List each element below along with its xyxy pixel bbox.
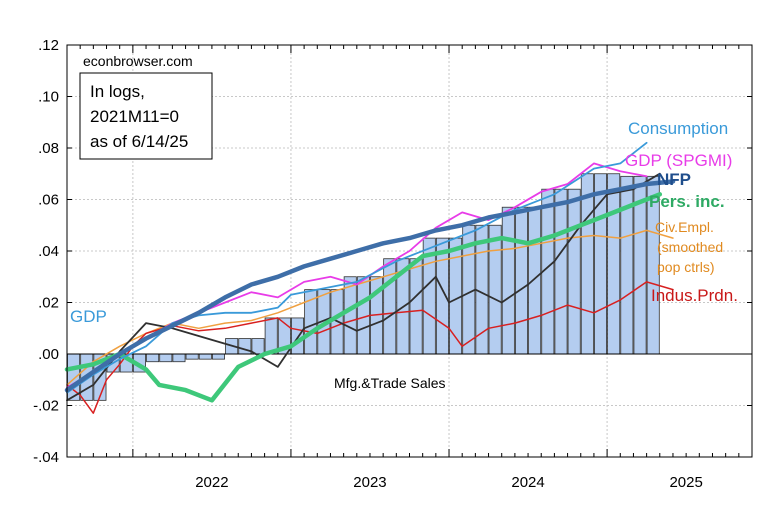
gdp-bar [567,188,581,355]
note-box [79,72,213,160]
y-tick-label: .08 [38,140,59,157]
x-tick-label: 2025 [669,474,702,491]
label-consumption: Consumption [628,119,728,138]
source-label: econbrowser.com [83,53,193,69]
gdp-bar [291,317,305,355]
gdp-bar [146,353,160,363]
label-nfp: NFP [657,170,691,189]
gdp-bar [488,224,502,355]
gdp-bar [172,353,186,363]
series-lines [64,141,676,414]
x-tick-label: 2022 [195,474,228,491]
series-line-consumption [66,141,648,394]
note-line-2: 2021M11=0 [90,107,179,126]
gdp-bar [198,353,212,360]
label-civ-empl-2: (smoothed [657,239,723,255]
gdp-bar [554,188,568,355]
gdp-bar [159,353,173,363]
gdp-bar [528,206,542,355]
y-tick-label: .10 [38,89,59,106]
gdp-bar [185,353,199,360]
label-gdp: GDP [70,307,107,326]
x-tick-label: 2024 [511,474,544,491]
gdp-bar [607,173,621,355]
label-indus-prdn: Indus.Prdn. [651,286,738,305]
gdp-bar [580,173,594,355]
x-axis-ticks: 2022 2023 2024 2025 [66,45,753,491]
gdp-bar [212,353,225,360]
gdp-bar [251,338,265,355]
label-pers-inc: Pers. inc. [649,192,725,211]
y-tick-label: -.02 [33,398,59,415]
y-tick-label: .06 [38,192,59,209]
note-line-1: In logs, [90,82,145,101]
label-civ-empl-3: pop ctrls) [657,259,715,275]
gdp-bars [67,173,660,401]
series-line-pers-inc [64,192,663,403]
gdp-bar [501,206,515,355]
label-mfg-trade: Mfg.&Trade Sales [334,375,446,391]
label-gdp-spgmi: GDP (SPGMI) [625,151,732,170]
series-line-nfp [64,179,676,393]
gdp-bar [238,338,252,355]
y-tick-label: .12 [38,37,59,54]
gdp-bar [409,258,423,355]
y-tick-label: .02 [38,295,59,312]
gdp-bar [620,175,634,355]
gdp-bar [514,206,528,355]
x-tick-label: 2023 [353,474,386,491]
y-tick-label: .04 [38,243,59,260]
note-line-3: as of 6/14/25 [90,132,188,151]
y-axis-ticks: .12 .10 .08 .06 .04 .02 .00 -.02 -.04 [33,37,752,466]
y-tick-label: -.04 [33,449,59,466]
y-tick-label: .00 [38,346,59,363]
label-civ-empl-1: Civ.Empl. [655,219,714,235]
